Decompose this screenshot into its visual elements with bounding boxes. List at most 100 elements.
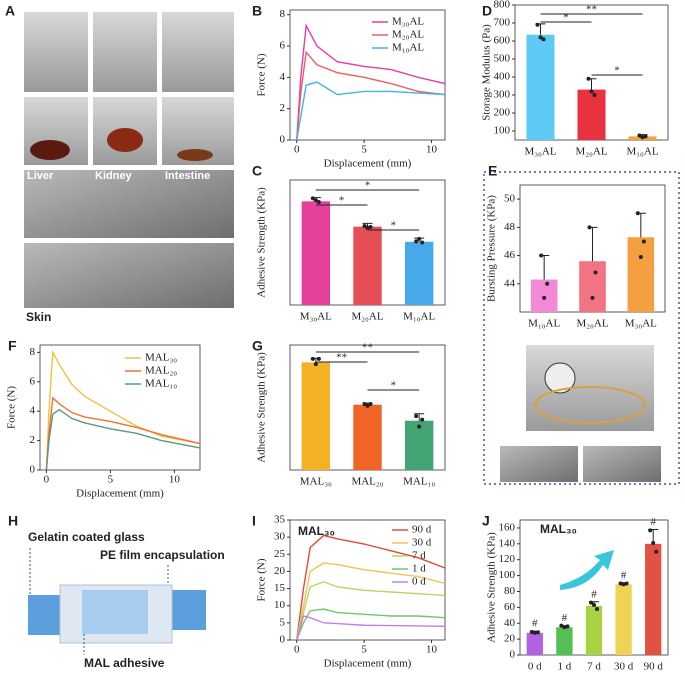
y-tick-label: 0 <box>510 649 516 661</box>
photo-label: Skin <box>26 310 51 324</box>
legend-label: MAL₃₀ <box>145 352 177 364</box>
bar <box>577 89 606 140</box>
data-point <box>417 424 422 429</box>
x-tick-label: MAL₂₀ <box>351 476 383 488</box>
y-tick-label: 400 <box>494 71 511 83</box>
data-point <box>586 76 591 81</box>
arrow-icon <box>560 550 614 590</box>
y-tick-label: 60 <box>504 601 516 613</box>
y-tick-label: 300 <box>494 89 511 101</box>
bar-label: # <box>621 569 627 581</box>
bar-label: # <box>650 516 656 528</box>
data-line <box>296 23 446 141</box>
error-bar <box>587 226 598 262</box>
panel-label: D <box>482 3 492 19</box>
x-tick-label: MAL₃₀ <box>300 476 332 488</box>
panel-label: I <box>252 513 256 529</box>
data-point <box>593 270 598 275</box>
data-point <box>316 200 321 205</box>
data-point <box>541 37 546 42</box>
data-point <box>592 93 597 97</box>
data-point <box>638 254 643 259</box>
x-tick-label: M₁₀AL <box>626 146 658 158</box>
data-point <box>313 362 318 367</box>
x-tick-label: 30 d <box>614 661 634 673</box>
x-tick-label: 0 d <box>528 661 542 673</box>
data-point <box>587 225 592 230</box>
photo <box>93 12 157 92</box>
data-point <box>529 629 534 634</box>
y-tick-label: 30 <box>274 531 286 543</box>
photo-label: Liver <box>27 170 54 182</box>
x-tick-label: M₂₀AL <box>575 146 607 158</box>
significance-label: * <box>391 380 397 392</box>
panel-label: H <box>8 513 18 529</box>
significance-label: * <box>365 180 371 192</box>
bar <box>404 420 434 470</box>
y-tick-label: 46 <box>504 249 516 261</box>
tissue <box>177 149 213 161</box>
data-point <box>651 541 656 546</box>
data-point <box>562 625 567 630</box>
significance-label: ** <box>336 352 347 364</box>
legend-label: 90 d <box>412 524 432 536</box>
x-tick-label: M₁₀AL <box>528 318 560 330</box>
panel-label: F <box>8 338 17 354</box>
y-tick-label: 600 <box>494 35 511 47</box>
data-point <box>595 606 599 611</box>
y-tick-label: 160 <box>499 521 516 533</box>
data-point <box>621 582 626 587</box>
y-tick-label: 200 <box>494 107 511 119</box>
y-tick-label: 35 <box>274 514 286 526</box>
panel-label: C <box>252 163 262 179</box>
panel-label: J <box>482 513 490 529</box>
x-tick-label: M₃₀AL <box>524 146 556 158</box>
x-axis-label: Displacement (mm) <box>324 658 412 670</box>
bar <box>301 362 331 470</box>
bar <box>353 226 382 305</box>
legend-label: M₃₀AL <box>392 16 424 28</box>
bar <box>526 34 555 141</box>
legend-label: MAL₁₀ <box>145 378 177 390</box>
tube <box>534 386 646 424</box>
x-tick-label: M₃₀AL <box>300 311 332 323</box>
y-tick-label: 120 <box>499 553 516 565</box>
photo <box>24 170 234 238</box>
data-line <box>296 81 446 141</box>
error-bar <box>539 255 550 280</box>
data-line <box>296 534 446 641</box>
x-tick-label: 10 <box>169 474 181 486</box>
data-point <box>538 35 543 40</box>
y-tick-label: 20 <box>504 633 516 645</box>
x-tick-label: 0 <box>44 474 50 486</box>
y-tick-label: 0 <box>280 134 286 146</box>
overlap <box>82 590 148 634</box>
data-point <box>362 223 367 228</box>
data-line <box>45 408 201 471</box>
diagram-label: MAL adhesive <box>84 656 165 670</box>
photo <box>162 12 234 92</box>
y-tick-label: 140 <box>499 537 516 549</box>
bar <box>615 584 632 655</box>
significance-label: * <box>563 12 569 24</box>
y-tick-label: 700 <box>494 17 511 29</box>
bar <box>353 404 382 470</box>
diagram-label: Gelatin coated glass <box>28 530 145 544</box>
y-tick-label: 5 <box>280 616 286 628</box>
data-line <box>296 608 446 641</box>
significance-label: ** <box>362 342 373 354</box>
y-tick-label: 44 <box>504 277 516 289</box>
x-tick-label: 0 <box>294 644 300 656</box>
y-tick-label: 2 <box>30 434 36 446</box>
bar <box>585 605 603 655</box>
y-tick-label: 0 <box>280 634 286 646</box>
bar-label: # <box>562 612 568 624</box>
diagram: Gelatin coated glass PE film encapsulati… <box>28 530 225 670</box>
x-axis-label: Displacement (mm) <box>76 488 164 500</box>
photo <box>583 446 661 482</box>
data-point <box>589 600 593 605</box>
y-tick-label: 25 <box>274 548 286 560</box>
photo-label: Kidney <box>95 170 133 182</box>
y-tick-label: 500 <box>494 53 511 65</box>
bar-label: # <box>532 618 538 630</box>
